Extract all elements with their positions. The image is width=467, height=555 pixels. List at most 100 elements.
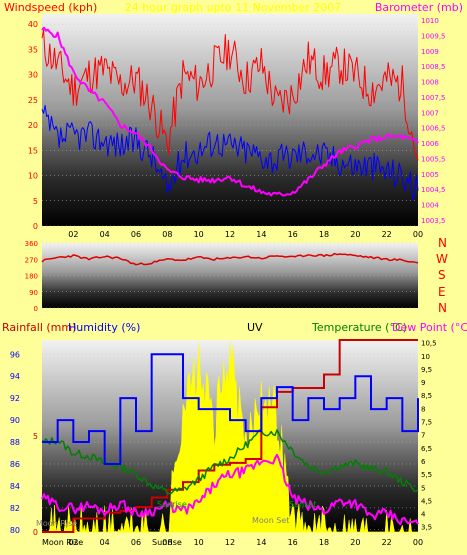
direction-tick-label: 0	[34, 305, 38, 313]
humidity-tick-label: 82	[10, 504, 20, 513]
graph-title: 24 hour graph upto 11 November 2007	[125, 1, 342, 14]
time-tick-label: 00	[413, 230, 423, 239]
barometer-tick-label: 1009,5	[421, 33, 446, 41]
temperature-tick-label: 9	[421, 379, 425, 387]
temperature-tick-label: 7,5	[421, 419, 432, 427]
barometer-tick-label: 1005,5	[421, 155, 446, 163]
humidity-axis: 80 82 84 86 88 90 92 94 96	[10, 350, 20, 535]
humidity-tick-label: 84	[10, 482, 20, 491]
rainfall-axis: 05	[33, 432, 38, 537]
time-tick-label: 20	[350, 538, 360, 547]
direction-panel-grid	[42, 242, 418, 309]
time-tick-label: 14	[256, 230, 266, 239]
temperature-tick-label: 4	[421, 511, 426, 519]
direction-tick-label: 270	[25, 256, 38, 264]
direction-panel-series	[41, 252, 419, 266]
temperature-tick-label: 7	[421, 432, 425, 440]
barometer-tick-label: 1006	[421, 140, 439, 148]
compass-letter-s: S	[438, 268, 446, 282]
barometer-tick-label: 1007,5	[421, 94, 446, 102]
uv-axis-title: UV	[247, 321, 263, 334]
humidity-tick-label: 86	[10, 460, 20, 469]
temperature-axis-title: Temperature (°C)	[311, 321, 407, 334]
windspeed-tick-label: 30	[28, 71, 38, 80]
temperature-tick-label: 6,5	[421, 445, 432, 453]
barometer-tick-label: 1006,5	[421, 125, 446, 133]
windspeed-tick-label: 20	[28, 121, 38, 130]
time-tick-label: 18	[319, 538, 329, 547]
humidity-line	[42, 353, 419, 465]
direction-tick-label: 90	[29, 289, 38, 297]
sunrise-label-bottom: Sunrise	[152, 538, 182, 547]
humidity-panel-series	[41, 339, 419, 533]
barometer-tick-label: 1004,5	[421, 186, 446, 194]
temperature-axis: 3,5 4 4,5 5 5,5 6 6,5 7 7,5 8 8,5 9 9,5 10 10,5	[421, 340, 437, 532]
compass-letter-e: E	[438, 285, 446, 299]
time-tick-label: 06	[131, 230, 141, 239]
time-tick-label: 22	[382, 538, 392, 547]
windspeed-tick-label: 0	[33, 222, 38, 231]
time-tick-label: 14	[256, 538, 266, 547]
time-tick-label: 00	[413, 538, 423, 547]
time-tick-label: 08	[162, 538, 172, 547]
wind-speed-line	[41, 104, 419, 201]
wind-panel-background	[42, 14, 418, 226]
windspeed-axis-title: Windspeed (kph)	[4, 1, 97, 14]
temperature-tick-label: 10	[421, 353, 430, 361]
direction-tick-label: 180	[25, 273, 38, 281]
wind-panel-grid	[42, 23, 418, 227]
windspeed-axis: 0 5 10 15 20 25 30 35 40	[28, 20, 38, 231]
compass-letter-n-top: N	[438, 236, 447, 250]
barometer-tick-label: 1005	[421, 171, 439, 179]
temperature-tick-label: 9,5	[421, 366, 432, 374]
wind-gust-line	[41, 29, 419, 161]
humidity-tick-label: 80	[10, 526, 20, 535]
temperature-tick-label: 4,5	[421, 497, 432, 505]
time-tick-label: 06	[131, 538, 141, 547]
compass-letters: N W S E N	[436, 236, 448, 315]
wind-direction-line	[41, 252, 419, 266]
barometer-line	[41, 26, 419, 197]
windspeed-tick-label: 10	[28, 172, 38, 181]
humidity-tick-label: 88	[10, 438, 20, 447]
time-tick-label: 22	[382, 230, 392, 239]
wind-panel-time-axis: 02 04 06 08 10 12 14 16 18 20 22 00	[68, 230, 423, 239]
compass-letter-n-bottom: N	[438, 301, 447, 315]
temperature-tick-label: 5	[421, 484, 425, 492]
barometer-tick-label: 1007	[421, 109, 439, 117]
time-tick-label: 10	[194, 230, 204, 239]
time-tick-label: 20	[350, 230, 360, 239]
time-tick-label: 10	[194, 538, 204, 547]
dewpoint-axis-title: Dew Point (°C)	[392, 321, 467, 334]
bottom-panel-header: Rainfall (mm) Humidity (%) UV Temperatur…	[2, 321, 467, 334]
time-tick-label: 18	[319, 230, 329, 239]
time-tick-label: 04	[100, 230, 110, 239]
barometer-tick-label: 1008	[421, 79, 439, 87]
humidity-panel-time-axis: 02 04 06 08 10 12 14 16 18 20 22 00	[68, 538, 423, 547]
sunrise-label: Sunrise	[157, 500, 187, 509]
temperature-tick-label: 10,5	[421, 340, 437, 348]
humidity-tick-label: 94	[10, 372, 20, 381]
windspeed-tick-label: 25	[28, 96, 38, 105]
humidity-tick-label: 90	[10, 416, 20, 425]
direction-tick-label: 360	[25, 240, 38, 248]
event-annotations: Moon Rise Sunrise Sunset Moon Set	[36, 500, 316, 528]
barometer-tick-label: 1010	[421, 17, 439, 25]
humidity-axis-title: Humidity (%)	[68, 321, 140, 334]
barometer-tick-label: 1009	[421, 48, 439, 56]
time-tick-label: 16	[288, 538, 298, 547]
time-tick-label: 04	[100, 538, 110, 547]
uv-area	[42, 341, 418, 533]
moon-rise-label-bottom: Moon Rise	[42, 538, 83, 547]
windspeed-tick-label: 5	[33, 197, 38, 206]
humidity-tick-label: 92	[10, 394, 20, 403]
moon-rise-label-top: Moon Rise	[36, 519, 77, 528]
temperature-tick-label: 8,5	[421, 392, 432, 400]
humidity-tick-label: 96	[10, 350, 20, 359]
moon-set-label: Moon Set	[252, 516, 289, 525]
time-tick-label: 02	[68, 230, 78, 239]
windspeed-tick-label: 15	[28, 146, 38, 155]
time-tick-label: 08	[162, 230, 172, 239]
barometer-tick-label: 1004	[421, 201, 439, 209]
